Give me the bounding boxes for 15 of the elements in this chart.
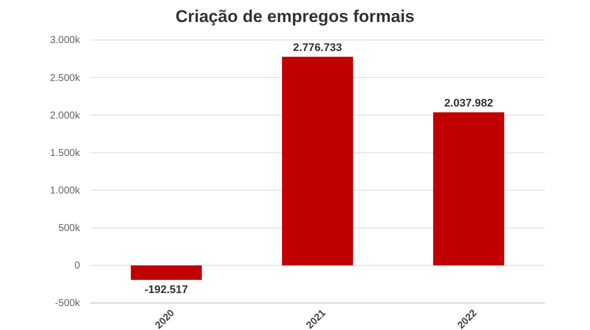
data-label: 2.037.982 [444, 97, 494, 110]
y-tick-label: -500k [54, 298, 81, 310]
y-tick-label: 2.500k [50, 72, 81, 84]
chart-title: Criação de empregos formais [175, 7, 415, 26]
bar [433, 112, 504, 266]
bar [130, 265, 202, 280]
data-label: -192.517 [144, 284, 188, 296]
data-label: 2.776.733 [293, 42, 342, 54]
y-tick-label: 1.000k [50, 185, 81, 196]
y-tick-label: 500k [58, 223, 81, 234]
bar [282, 56, 354, 266]
y-tick-label: 2.000k [50, 110, 81, 122]
y-tick-label: 1.500k [50, 148, 81, 159]
y-tick-label: 0 [74, 260, 80, 272]
y-tick-label: 3.000k [50, 35, 81, 46]
